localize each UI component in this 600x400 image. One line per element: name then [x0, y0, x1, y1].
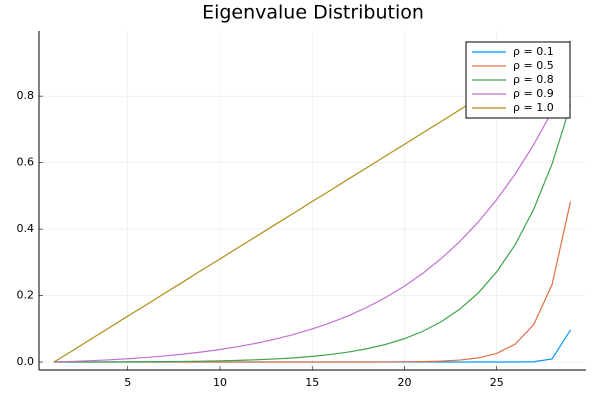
chart-title: Eigenvalue Distribution: [202, 2, 424, 24]
x-tick-label: 15: [305, 376, 319, 389]
legend-label: ρ = 0.9: [513, 87, 554, 100]
y-tick-label: 0.2: [17, 289, 35, 302]
series-line: [53, 72, 572, 363]
series-line: [53, 105, 572, 363]
x-tick-label: 5: [124, 376, 131, 389]
y-tick-label: 0.0: [17, 355, 35, 368]
legend: ρ = 0.1ρ = 0.5ρ = 0.8ρ = 0.9ρ = 1.0: [465, 41, 571, 119]
y-tick-label: 0.8: [17, 89, 35, 102]
y-tick-label: 0.6: [17, 156, 35, 169]
legend-label: ρ = 1.0: [513, 101, 554, 114]
legend-label: ρ = 0.5: [513, 59, 554, 72]
x-tick-label: 25: [490, 376, 504, 389]
legend-label: ρ = 0.1: [513, 45, 554, 58]
x-tick-label: 20: [397, 376, 411, 389]
y-tick-label: 0.4: [17, 222, 35, 235]
x-tick-label: 10: [213, 376, 227, 389]
legend-label: ρ = 0.8: [513, 73, 554, 86]
